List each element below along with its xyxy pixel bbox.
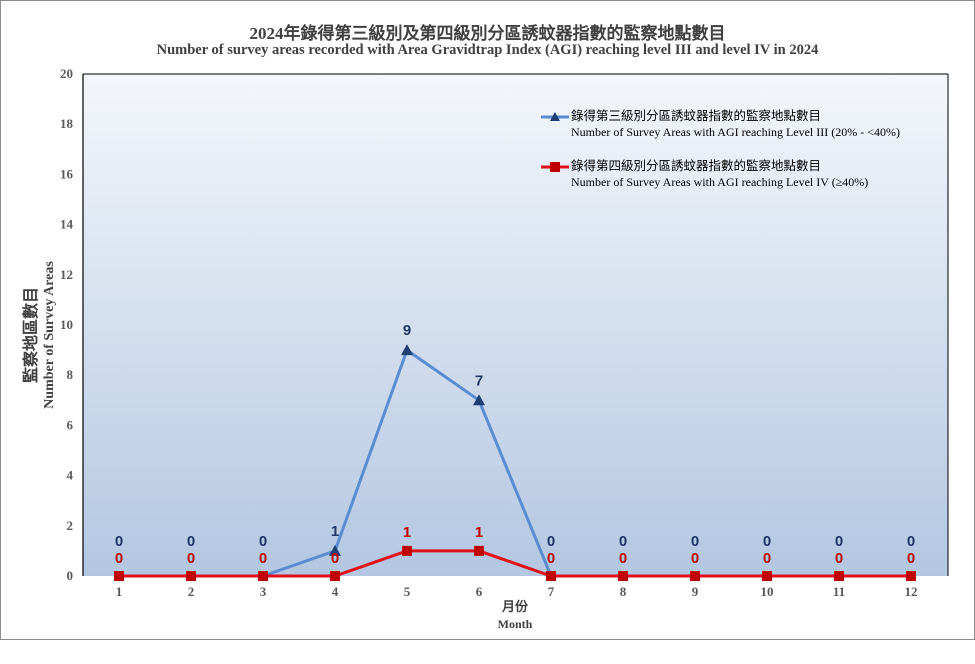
data-label-level-iii: 0 bbox=[619, 533, 627, 550]
square-marker-icon bbox=[114, 571, 124, 581]
x-tick-label: 10 bbox=[761, 584, 774, 599]
y-axis-ticks: 0 2 4 6 8 10 12 14 16 18 20 bbox=[60, 66, 74, 583]
square-marker-icon bbox=[186, 571, 196, 581]
data-label-level-iii: 0 bbox=[547, 533, 555, 550]
y-tick-label: 18 bbox=[60, 116, 74, 131]
legend-label-en: Number of Survey Areas with AGI reaching… bbox=[571, 125, 900, 139]
series-level-iv-line bbox=[119, 549, 911, 578]
x-tick-label: 6 bbox=[476, 584, 483, 599]
legend-item-level-iii: 錄得第三級別分區誘蚊器指數的監察地點數目 Number of Survey Ar… bbox=[540, 108, 900, 140]
data-label-level-iv: 0 bbox=[619, 550, 627, 567]
legend-label-zh: 錄得第三級別分區誘蚊器指數的監察地點數目 bbox=[571, 108, 822, 123]
data-label-level-iii: 1 bbox=[331, 523, 339, 540]
square-marker-icon bbox=[474, 545, 484, 556]
y-tick-label: 0 bbox=[67, 568, 74, 583]
square-marker-icon bbox=[258, 571, 268, 581]
data-label-level-iv: 0 bbox=[187, 550, 195, 567]
y-tick-label: 2 bbox=[67, 518, 74, 533]
legend-label-en: Number of Survey Areas with AGI reaching… bbox=[571, 175, 869, 189]
square-marker-icon bbox=[618, 571, 628, 581]
square-marker-icon bbox=[834, 571, 844, 581]
data-label-level-iv: 0 bbox=[835, 550, 843, 567]
legend-item-level-iv: 錄得第四級別分區誘蚊器指數的監察地點數目 Number of Survey Ar… bbox=[540, 158, 900, 190]
triangle-marker-icon bbox=[401, 344, 413, 356]
data-label-level-iii: 0 bbox=[835, 533, 843, 550]
x-tick-label: 5 bbox=[404, 584, 411, 599]
square-marker-icon bbox=[330, 571, 340, 581]
x-tick-label: 4 bbox=[332, 584, 339, 599]
y-axis-title: 監察地區數目 Number of Survey Areas bbox=[21, 165, 59, 505]
data-label-level-iv: 0 bbox=[547, 550, 555, 567]
chart-title-en: Number of survey areas recorded with Are… bbox=[156, 42, 819, 58]
x-axis-title-zh: 月份 bbox=[501, 600, 528, 615]
data-label-level-iii: 9 bbox=[403, 322, 411, 339]
x-tick-label: 3 bbox=[260, 584, 267, 599]
y-tick-label: 12 bbox=[60, 267, 73, 282]
y-axis-title-zh: 監察地區數目 bbox=[21, 287, 40, 384]
x-axis-title: 月份 Month bbox=[470, 600, 560, 632]
chart-title-zh: 2024年錄得第三級別及第四級別分區誘蚊器指數的監察地點數目 bbox=[249, 24, 726, 43]
data-label-level-iv: 0 bbox=[907, 550, 915, 567]
data-label-level-iv: 0 bbox=[115, 550, 123, 567]
x-tick-label: 11 bbox=[833, 584, 845, 599]
data-label-level-iii: 0 bbox=[259, 533, 267, 550]
data-label-level-iii: 0 bbox=[691, 533, 699, 550]
y-tick-label: 14 bbox=[60, 217, 74, 232]
x-tick-label: 8 bbox=[620, 584, 627, 599]
data-label-level-iii: 0 bbox=[187, 533, 195, 550]
triangle-marker-icon bbox=[541, 112, 569, 121]
data-label-level-iv: 0 bbox=[763, 550, 771, 567]
y-tick-label: 4 bbox=[67, 468, 74, 483]
data-label-level-iv: 1 bbox=[475, 524, 483, 541]
triangle-marker-icon bbox=[473, 394, 485, 406]
y-tick-label: 16 bbox=[60, 166, 74, 181]
data-label-level-iv: 0 bbox=[691, 550, 699, 567]
series-group bbox=[114, 344, 916, 581]
y-tick-label: 6 bbox=[67, 417, 74, 432]
data-label-level-iv: 0 bbox=[259, 550, 267, 567]
x-tick-label: 9 bbox=[692, 584, 699, 599]
data-label-level-iii: 0 bbox=[763, 533, 771, 550]
y-tick-label: 20 bbox=[60, 66, 73, 81]
y-tick-label: 10 bbox=[60, 317, 73, 332]
square-marker-icon bbox=[541, 162, 569, 172]
data-label-level-iii: 0 bbox=[907, 533, 915, 550]
data-label-level-iv: 1 bbox=[403, 524, 411, 541]
x-tick-label: 1 bbox=[116, 584, 123, 599]
data-label-level-iii: 0 bbox=[115, 533, 123, 550]
square-marker-icon bbox=[762, 571, 772, 581]
square-marker-icon bbox=[906, 571, 916, 581]
square-marker-icon bbox=[690, 571, 700, 581]
triangle-marker-icon bbox=[329, 544, 341, 556]
x-tick-label: 7 bbox=[548, 584, 555, 599]
square-marker-icon bbox=[402, 545, 412, 556]
legend-label-zh: 錄得第四級別分區誘蚊器指數的監察地點數目 bbox=[571, 158, 822, 173]
y-tick-label: 8 bbox=[67, 367, 74, 382]
data-label-level-iii: 7 bbox=[475, 372, 483, 389]
x-axis-ticks: 1 2 3 4 5 6 7 8 9 10 11 12 bbox=[116, 584, 918, 599]
data-label-level-iv: 0 bbox=[331, 550, 339, 567]
y-axis-title-en: Number of Survey Areas bbox=[42, 261, 57, 409]
square-marker-icon bbox=[546, 571, 556, 581]
legend: 錄得第三級別分區誘蚊器指數的監察地點數目 Number of Survey Ar… bbox=[540, 108, 900, 190]
x-axis-title-en: Month bbox=[497, 617, 533, 631]
x-tick-label: 2 bbox=[188, 584, 195, 599]
x-tick-label: 12 bbox=[905, 584, 918, 599]
